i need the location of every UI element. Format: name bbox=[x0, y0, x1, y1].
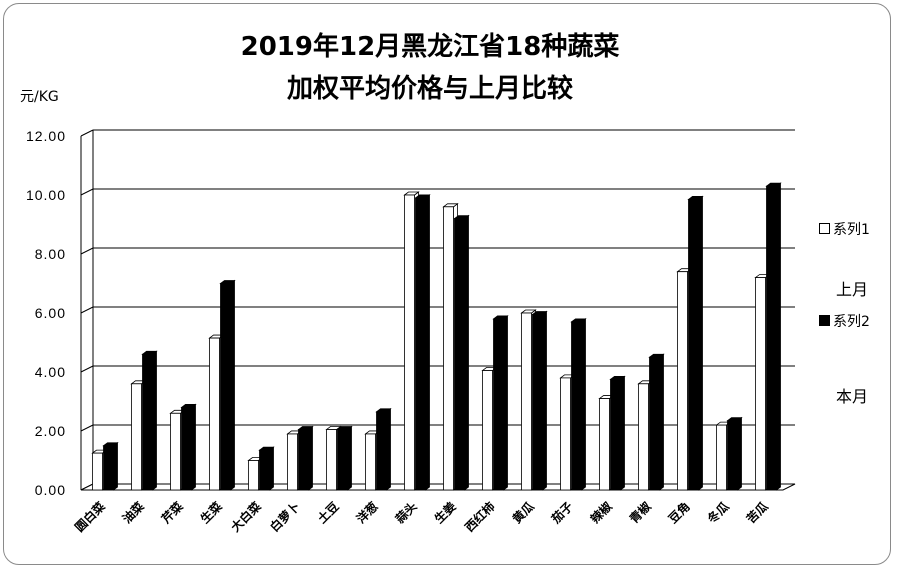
legend-label-series-2: 系列2 bbox=[833, 314, 870, 330]
bar-series-1 bbox=[404, 194, 415, 491]
gridline-depth bbox=[80, 424, 94, 432]
gridline-depth bbox=[80, 129, 94, 137]
bar-series-2 bbox=[571, 321, 582, 491]
bar-side-2 bbox=[542, 310, 547, 491]
bar-series-1 bbox=[170, 412, 181, 491]
gridline-depth bbox=[80, 365, 94, 373]
category-label: 生菜 bbox=[197, 499, 225, 527]
bar-series-2 bbox=[142, 353, 153, 491]
chart-title: 2019年12月黑龙江省18种蔬菜 bbox=[240, 32, 620, 62]
legend-label-series-1: 系列1 bbox=[833, 222, 870, 238]
bar-side-2 bbox=[152, 350, 157, 491]
category-label: 茄子 bbox=[547, 499, 575, 527]
category-label: 蒜头 bbox=[392, 499, 420, 527]
bar-series-1 bbox=[92, 452, 103, 491]
bar-series-1 bbox=[638, 383, 649, 491]
bar-side-2 bbox=[776, 182, 781, 491]
bar-side-2 bbox=[503, 315, 508, 491]
y-tick-label: 6.00 bbox=[35, 305, 66, 321]
bar-series-2 bbox=[103, 445, 114, 491]
legend-swatch-series-1 bbox=[819, 223, 830, 234]
category-label: 白萝卜 bbox=[267, 499, 303, 535]
bar-series-2 bbox=[376, 411, 387, 491]
bar-series-1 bbox=[482, 370, 493, 491]
bar-series-2 bbox=[454, 218, 465, 491]
bar-side-2 bbox=[113, 441, 118, 491]
bar-series-2 bbox=[688, 199, 699, 491]
bar-series-1 bbox=[560, 377, 571, 491]
bar-series-1 bbox=[716, 424, 727, 491]
legend-entry-series-1: 系列1 bbox=[819, 219, 870, 239]
legend-swatch-series-2 bbox=[819, 315, 830, 326]
bar-series-2 bbox=[181, 406, 192, 491]
bar-series-1 bbox=[287, 433, 298, 491]
bar-series-2 bbox=[727, 420, 738, 491]
bar-series-2 bbox=[493, 318, 504, 491]
category-label: 豆角 bbox=[665, 499, 693, 527]
category-label: 西红柿 bbox=[462, 499, 498, 535]
y-tick-label: 10.00 bbox=[26, 187, 66, 203]
bar-series-2 bbox=[220, 283, 231, 491]
bar-series-1 bbox=[131, 383, 142, 491]
bar-series-1 bbox=[677, 271, 688, 491]
bar-side-2 bbox=[659, 353, 664, 491]
gridline-depth bbox=[80, 188, 94, 196]
gridline-depth bbox=[80, 306, 94, 314]
bar-series-1 bbox=[365, 433, 376, 491]
y-axis-unit-label: 元/KG bbox=[20, 89, 59, 105]
bar-series-1 bbox=[209, 337, 220, 491]
bar-series-1 bbox=[326, 429, 337, 491]
legend-note-series-1: 上月 bbox=[836, 280, 869, 299]
chart-subtitle: 加权平均价格与上月比较 bbox=[286, 74, 573, 104]
bar-series-2 bbox=[610, 378, 621, 491]
category-label: 油菜 bbox=[119, 499, 147, 527]
category-label: 洋葱 bbox=[353, 499, 381, 527]
bar-side-2 bbox=[347, 425, 352, 491]
bar-side-2 bbox=[269, 446, 274, 491]
category-label: 苦瓜 bbox=[743, 499, 771, 527]
legend-note-series-2: 本月 bbox=[836, 387, 869, 406]
y-tick-label: 12.00 bbox=[26, 128, 66, 144]
category-label: 黄瓜 bbox=[509, 499, 537, 527]
bar-series-2 bbox=[415, 197, 426, 491]
bar-side-2 bbox=[464, 214, 469, 491]
bar-series-2 bbox=[649, 356, 660, 491]
bar-series-1 bbox=[248, 460, 259, 491]
category-label: 大白菜 bbox=[228, 499, 264, 535]
bar-series-1 bbox=[443, 206, 454, 491]
bar-series-1 bbox=[755, 277, 766, 491]
bar-series-1 bbox=[521, 312, 532, 491]
category-label: 芹菜 bbox=[158, 499, 186, 527]
bar-side-2 bbox=[230, 279, 235, 491]
y-tick-label: 2.00 bbox=[35, 423, 66, 439]
category-label: 圆白菜 bbox=[72, 499, 108, 535]
bar-series-2 bbox=[766, 185, 777, 491]
y-tick-label: 4.00 bbox=[35, 364, 66, 380]
bar-side-2 bbox=[581, 318, 586, 491]
y-tick-label: 8.00 bbox=[35, 246, 66, 262]
bar-side-2 bbox=[737, 416, 742, 491]
bar-series-2 bbox=[259, 449, 270, 491]
legend-entry-series-2: 系列2 bbox=[819, 311, 870, 331]
bar-series-2 bbox=[337, 429, 348, 491]
category-label: 土豆 bbox=[314, 499, 342, 527]
category-label: 冬瓜 bbox=[704, 499, 732, 527]
bar-series-2 bbox=[532, 314, 543, 491]
bar-side-2 bbox=[386, 408, 391, 491]
category-label: 青椒 bbox=[626, 498, 654, 526]
bar-side-2 bbox=[191, 403, 196, 491]
bar-side-2 bbox=[308, 425, 313, 491]
bar-side-2 bbox=[620, 375, 625, 491]
gridline-depth bbox=[80, 247, 94, 255]
category-label: 生姜 bbox=[431, 499, 459, 527]
bar-side-2 bbox=[425, 194, 430, 491]
bar-side-2 bbox=[698, 195, 703, 491]
category-label: 辣椒 bbox=[587, 498, 615, 526]
y-tick-label: 0.00 bbox=[35, 482, 66, 498]
bar-series-2 bbox=[298, 429, 309, 491]
bar-series-1 bbox=[599, 398, 610, 491]
